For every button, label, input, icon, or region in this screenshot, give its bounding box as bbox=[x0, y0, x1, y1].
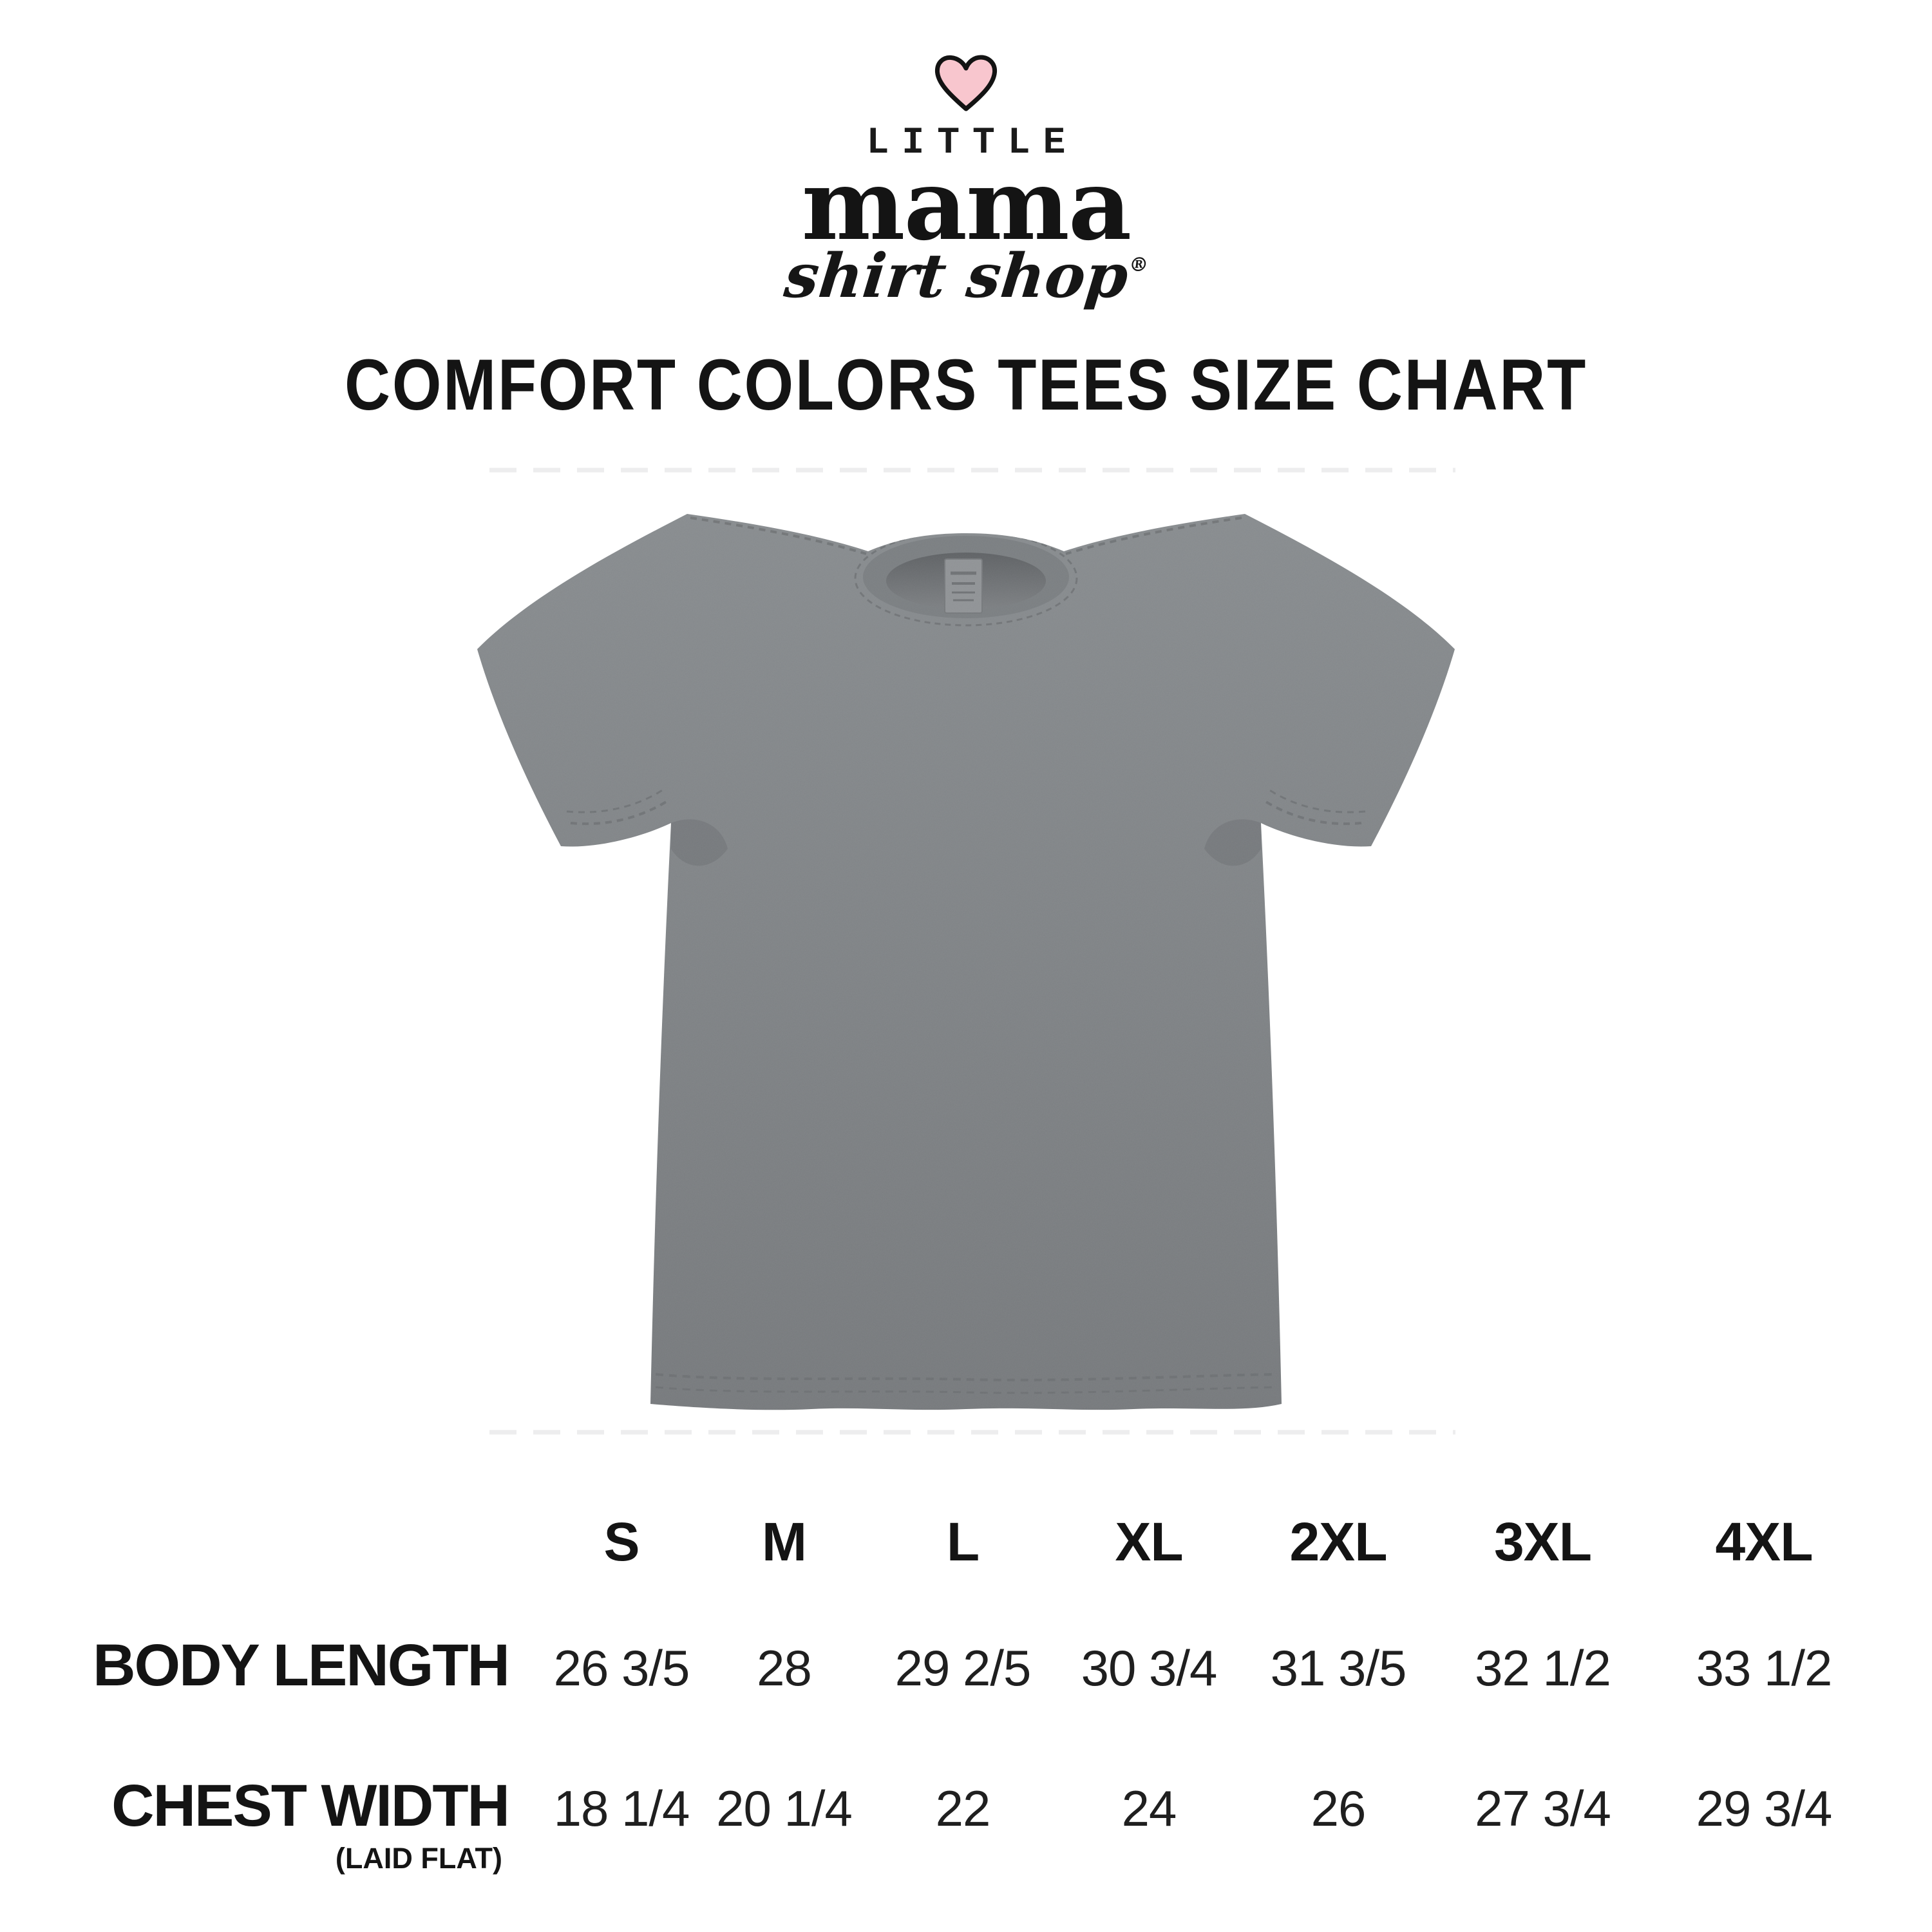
body-length-xl: 30 3/4 bbox=[1081, 1640, 1218, 1696]
heart-shape bbox=[934, 55, 998, 111]
body-length-label: BODY LENGTH bbox=[93, 1633, 510, 1698]
heart-icon-svg bbox=[934, 55, 998, 111]
size-col-3xl: 3XL bbox=[1493, 1511, 1592, 1572]
chest-width-3xl: 27 3/4 bbox=[1475, 1780, 1611, 1837]
size-col-2xl: 2XL bbox=[1289, 1511, 1387, 1572]
size-col-m: M bbox=[762, 1511, 807, 1572]
size-col-l: L bbox=[946, 1511, 980, 1572]
body-length-s: 26 3/5 bbox=[553, 1640, 690, 1696]
body-length-row: BODY LENGTH 26 3/5 28 29 2/5 30 3/4 31 3… bbox=[55, 1636, 1877, 1698]
body-length-2xl: 31 3/5 bbox=[1270, 1640, 1407, 1696]
logo-word-mama: mama bbox=[801, 147, 1132, 262]
size-col-xl: XL bbox=[1115, 1511, 1183, 1572]
fabric-texture bbox=[477, 514, 1455, 1410]
chest-width-row: CHEST WIDTH (LAID FLAT) 18 1/4 20 1/4 22… bbox=[55, 1776, 1877, 1875]
logo-word-shirt-shop: shirt shop® bbox=[0, 241, 1932, 312]
heart-icon bbox=[934, 54, 998, 113]
chest-width-4xl: 29 3/4 bbox=[1696, 1780, 1833, 1837]
page-title: COMFORT COLORS TEES SIZE CHART bbox=[345, 345, 1587, 425]
chest-width-m: 20 1/4 bbox=[716, 1780, 853, 1837]
size-header-row: S M L XL 2XL 3XL 4XL bbox=[55, 1511, 1877, 1573]
chest-width-l: 22 bbox=[935, 1780, 991, 1837]
size-col-4xl: 4XL bbox=[1715, 1511, 1813, 1572]
chest-width-sublabel: (LAID FLAT) bbox=[335, 1842, 502, 1875]
body-length-3xl: 32 1/2 bbox=[1475, 1640, 1611, 1696]
chest-width-s: 18 1/4 bbox=[553, 1780, 690, 1837]
size-col-s: S bbox=[603, 1511, 639, 1572]
chest-width-2xl: 26 bbox=[1311, 1780, 1367, 1837]
registered-trademark: ® bbox=[1128, 254, 1150, 276]
body-length-4xl: 33 1/2 bbox=[1696, 1640, 1833, 1696]
logo-script-text: shirt shop bbox=[781, 241, 1132, 312]
body-length-l: 29 2/5 bbox=[895, 1640, 1032, 1696]
body-length-m: 28 bbox=[757, 1640, 812, 1696]
chest-width-xl: 24 bbox=[1121, 1780, 1177, 1837]
logo-word-little: LITTLE bbox=[866, 122, 1079, 164]
tshirt-photo bbox=[477, 468, 1455, 1435]
chest-width-label: CHEST WIDTH bbox=[111, 1773, 510, 1839]
chest-width-label-cell: CHEST WIDTH (LAID FLAT) bbox=[55, 1776, 544, 1875]
